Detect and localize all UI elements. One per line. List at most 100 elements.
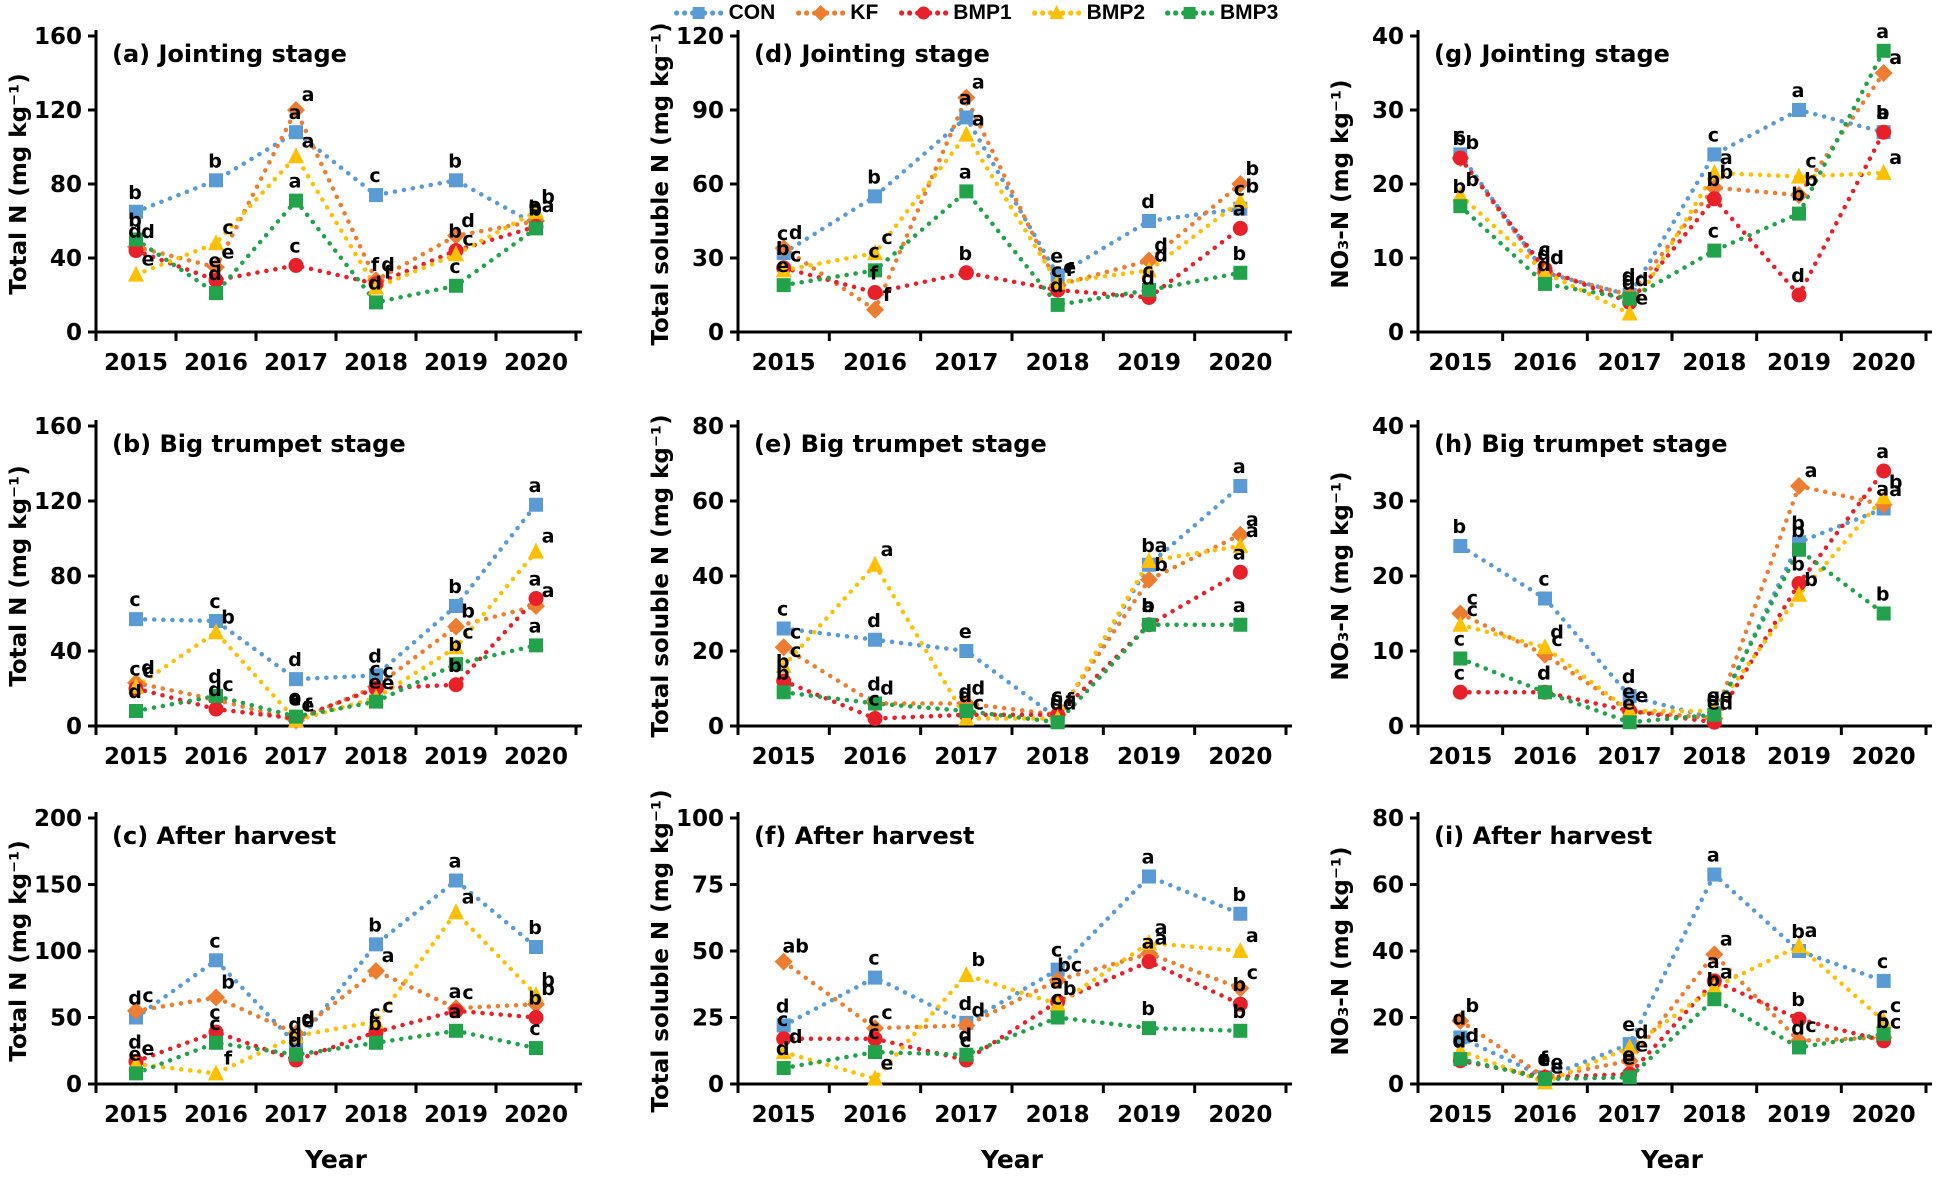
svg-text:b: b <box>1141 535 1155 557</box>
chart-f-canvas: 0 25 50 75 100 2015 2016 2017 2018 2019 2020 (f) Af… <box>648 789 1292 1174</box>
svg-text:d: d <box>1537 662 1551 684</box>
svg-text:e: e <box>1622 692 1635 714</box>
svg-text:0: 0 <box>1388 320 1404 346</box>
chart-e-canvas: 0 20 40 60 80 2015 2016 2017 2018 2019 2020 (e) Big… <box>648 414 1292 770</box>
svg-text:(d) Jointing stage: (d) Jointing stage <box>754 40 990 68</box>
svg-text:a: a <box>1707 845 1720 867</box>
svg-text:d: d <box>789 222 803 244</box>
svg-text:b: b <box>221 972 235 994</box>
svg-text:d: d <box>208 263 222 285</box>
svg-text:a: a <box>1805 920 1818 942</box>
svg-text:b: b <box>1876 584 1890 606</box>
svg-text:2020: 2020 <box>504 350 568 376</box>
svg-text:d: d <box>128 221 142 243</box>
svg-text:f: f <box>883 284 892 306</box>
svg-text:a: a <box>1876 441 1889 463</box>
legend-swatch-bmp3-icon <box>1165 7 1215 19</box>
chart-i-canvas: 0 20 40 60 80 2015 2016 2017 2018 2019 2020 (i) Aft… <box>1328 806 1932 1174</box>
svg-text:b: b <box>448 634 462 656</box>
svg-text:b: b <box>1141 998 1155 1020</box>
svg-text:2015: 2015 <box>104 744 168 770</box>
svg-text:10: 10 <box>1372 639 1404 665</box>
legend-item-bmp1: BMP1 <box>896 1 1012 25</box>
svg-text:2017: 2017 <box>934 350 998 376</box>
svg-text:Total N (mg kg⁻¹): Total N (mg kg⁻¹) <box>6 465 32 687</box>
svg-text:c: c <box>1142 260 1153 282</box>
svg-text:d: d <box>1635 1021 1649 1043</box>
svg-text:e: e <box>1635 685 1648 707</box>
svg-text:a: a <box>1142 847 1155 869</box>
svg-text:(a) Jointing stage: (a) Jointing stage <box>112 40 347 68</box>
svg-text:(f) After harvest: (f) After harvest <box>754 822 975 850</box>
svg-text:Year: Year <box>980 1145 1044 1174</box>
svg-text:c: c <box>289 235 300 257</box>
svg-text:e: e <box>1538 1047 1551 1069</box>
svg-text:a: a <box>382 945 395 967</box>
svg-text:e: e <box>1707 685 1720 707</box>
svg-text:e: e <box>129 1043 142 1065</box>
svg-text:b: b <box>448 576 462 598</box>
svg-text:a: a <box>881 539 894 561</box>
svg-text:c: c <box>960 1030 971 1052</box>
svg-text:0: 0 <box>1388 1072 1404 1098</box>
svg-text:Total N (mg kg⁻¹): Total N (mg kg⁻¹) <box>6 840 32 1062</box>
svg-text:e: e <box>1622 1047 1635 1069</box>
svg-text:2019: 2019 <box>1117 744 1181 770</box>
svg-text:d: d <box>288 649 302 671</box>
svg-text:c: c <box>209 1002 220 1024</box>
legend-swatch-bmp1-icon <box>898 6 948 20</box>
svg-text:80: 80 <box>1372 806 1404 832</box>
svg-text:40: 40 <box>50 639 82 665</box>
svg-text:2020: 2020 <box>1852 350 1916 376</box>
svg-text:40: 40 <box>1372 414 1404 440</box>
svg-text:2015: 2015 <box>1428 744 1492 770</box>
svg-text:b: b <box>541 978 555 1000</box>
svg-text:c: c <box>129 659 140 681</box>
svg-text:a: a <box>1246 509 1259 531</box>
svg-text:d: d <box>867 674 881 696</box>
svg-text:b: b <box>541 186 555 208</box>
svg-text:100: 100 <box>34 939 82 965</box>
svg-text:a: a <box>1889 479 1902 501</box>
svg-text:b: b <box>1233 1001 1247 1023</box>
svg-text:d: d <box>461 210 475 232</box>
chart-panel-c: 0 50 100 150 200 2015 2016 2017 2018 2019 2020 (c) … <box>0 788 600 1189</box>
svg-text:(c) After harvest: (c) After harvest <box>112 822 336 850</box>
svg-text:c: c <box>1051 685 1062 707</box>
svg-text:2019: 2019 <box>1767 1102 1831 1128</box>
svg-text:a: a <box>972 72 985 94</box>
svg-text:d: d <box>141 221 155 243</box>
svg-text:d: d <box>368 272 382 294</box>
svg-text:e: e <box>1622 1044 1635 1066</box>
svg-text:e: e <box>1538 1049 1551 1071</box>
svg-text:d: d <box>1050 692 1064 714</box>
svg-text:30: 30 <box>692 246 724 272</box>
svg-text:d: d <box>141 657 155 679</box>
svg-text:c: c <box>881 1002 892 1024</box>
svg-text:40: 40 <box>1372 939 1404 965</box>
svg-text:d: d <box>959 1025 973 1047</box>
svg-text:b: b <box>1791 989 1805 1011</box>
svg-text:d: d <box>1622 272 1636 294</box>
svg-text:e: e <box>1635 1035 1648 1057</box>
svg-text:c: c <box>1051 260 1062 282</box>
svg-text:d: d <box>128 681 142 703</box>
svg-text:2018: 2018 <box>1026 350 1090 376</box>
svg-text:c: c <box>868 1009 879 1031</box>
svg-text:25: 25 <box>692 1006 724 1032</box>
svg-text:b: b <box>1720 162 1734 184</box>
svg-text:e: e <box>382 672 395 694</box>
svg-text:60: 60 <box>692 489 724 515</box>
svg-text:2017: 2017 <box>1598 1102 1662 1128</box>
svg-text:120: 120 <box>34 98 82 124</box>
svg-text:2018: 2018 <box>1682 1102 1746 1128</box>
svg-text:c: c <box>462 621 473 643</box>
svg-text:d: d <box>1550 247 1564 269</box>
svg-text:d: d <box>789 1026 803 1048</box>
svg-text:b: b <box>1707 169 1721 191</box>
svg-text:b: b <box>541 969 555 991</box>
svg-text:2018: 2018 <box>344 350 408 376</box>
svg-text:c: c <box>881 227 892 249</box>
svg-text:Year: Year <box>1640 1145 1704 1174</box>
svg-text:b: b <box>1233 884 1247 906</box>
